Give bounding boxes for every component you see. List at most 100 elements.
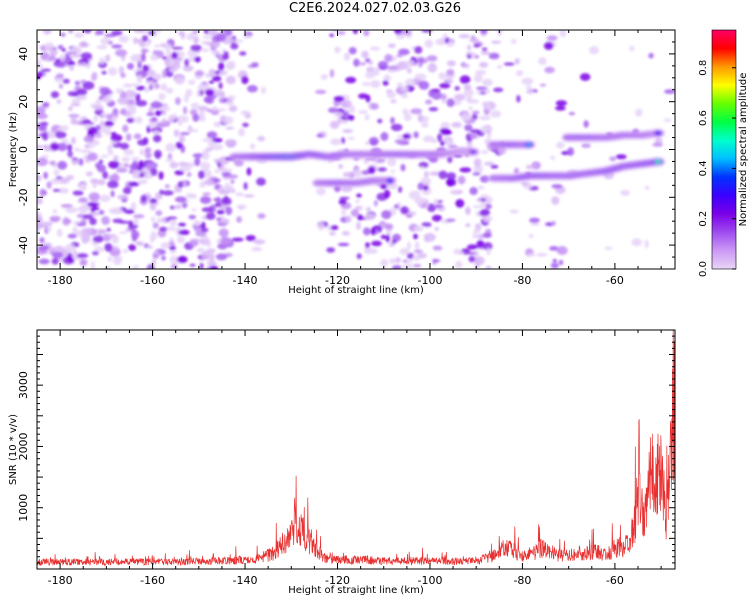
- noise-blob: [370, 80, 381, 89]
- top-ytick-label: 40: [17, 47, 30, 61]
- noise-blob: [78, 42, 90, 48]
- noise-blob: [663, 118, 672, 122]
- noise-blob: [125, 229, 131, 233]
- noise-blob: [443, 33, 448, 39]
- noise-blob: [428, 107, 439, 112]
- noise-blob: [93, 115, 99, 122]
- noise-blob: [413, 233, 418, 240]
- noise-blob: [157, 217, 162, 223]
- noise-blob: [345, 215, 352, 223]
- noise-blob: [137, 139, 149, 146]
- bottom-ylabel: SNR (10 * v/v): [8, 414, 19, 485]
- noise-blob: [431, 214, 443, 222]
- noise-blob: [112, 115, 117, 123]
- noise-blob: [215, 253, 228, 261]
- noise-blob: [105, 54, 111, 62]
- noise-blob: [406, 241, 411, 251]
- noise-blob: [421, 222, 432, 227]
- noise-blob: [465, 206, 471, 215]
- noise-blob: [446, 69, 455, 76]
- noise-blob: [396, 202, 401, 211]
- noise-blob: [472, 205, 484, 209]
- noise-blob: [513, 167, 520, 175]
- noise-blob: [384, 223, 394, 231]
- noise-blob: [352, 30, 358, 35]
- noise-blob: [226, 60, 236, 70]
- noise-blob: [385, 234, 390, 243]
- noise-blob: [330, 138, 342, 146]
- noise-blob: [225, 206, 233, 216]
- noise-blob: [152, 75, 161, 79]
- noise-blob: [154, 30, 162, 33]
- colorbar-tick-label: 0.8: [698, 60, 709, 76]
- noise-blob: [567, 147, 575, 156]
- noise-blob: [37, 225, 41, 233]
- noise-blob: [87, 126, 98, 135]
- noise-blob: [240, 110, 250, 116]
- noise-blob: [648, 52, 654, 59]
- noise-blob: [341, 209, 346, 216]
- noise-blob: [189, 240, 199, 247]
- noise-blob: [377, 118, 383, 124]
- noise-blob: [451, 122, 462, 128]
- noise-blob: [470, 129, 482, 134]
- noise-blob: [402, 263, 414, 269]
- noise-blob: [58, 187, 69, 194]
- noise-blob: [468, 106, 473, 111]
- noise-blob: [133, 30, 143, 34]
- noise-blob: [462, 63, 470, 69]
- noise-blob: [497, 64, 503, 69]
- noise-blob: [472, 172, 481, 176]
- noise-blob: [205, 212, 216, 220]
- noise-blob: [47, 131, 58, 139]
- noise-blob: [225, 126, 235, 130]
- noise-blob: [210, 265, 219, 269]
- noise-blob: [68, 30, 74, 34]
- noise-blob: [50, 178, 62, 185]
- noise-blob: [418, 61, 423, 68]
- noise-blob: [358, 93, 368, 99]
- noise-blob: [37, 106, 46, 115]
- noise-blob: [380, 234, 387, 240]
- noise-blob: [329, 69, 335, 78]
- noise-blob: [67, 233, 78, 239]
- noise-blob: [182, 65, 194, 72]
- noise-blob: [450, 189, 460, 193]
- noise-blob: [469, 133, 478, 140]
- noise-blob: [99, 120, 105, 126]
- noise-blob: [83, 30, 92, 34]
- top-ytick-label: 0: [17, 146, 30, 153]
- noise-blob: [175, 141, 183, 149]
- noise-blob: [165, 158, 175, 162]
- noise-blob: [212, 178, 221, 183]
- noise-blob: [368, 248, 378, 255]
- noise-blob: [174, 205, 182, 210]
- noise-blob: [140, 194, 148, 203]
- noise-blob: [37, 245, 50, 251]
- noise-blob: [88, 192, 100, 201]
- noise-blob: [132, 170, 140, 178]
- noise-blob: [664, 89, 675, 94]
- noise-blob: [200, 221, 206, 230]
- noise-blob: [87, 152, 98, 161]
- noise-blob: [370, 227, 376, 236]
- noise-blob: [173, 129, 180, 137]
- noise-blob: [81, 234, 91, 243]
- noise-blob: [434, 226, 440, 232]
- noise-blob: [364, 71, 376, 79]
- noise-blob: [384, 54, 393, 63]
- noise-blob: [108, 174, 120, 183]
- noise-blob: [211, 137, 223, 143]
- noise-blob: [424, 170, 429, 178]
- noise-blob: [320, 74, 329, 80]
- noise-blob: [218, 62, 225, 71]
- noise-blob: [179, 132, 190, 136]
- noise-blob: [190, 194, 198, 199]
- noise-blob: [55, 131, 67, 139]
- noise-blob: [234, 159, 244, 167]
- noise-blob: [184, 58, 189, 67]
- top-xtick-label: -140: [233, 274, 258, 287]
- noise-blob: [479, 209, 491, 217]
- noise-blob: [219, 90, 226, 100]
